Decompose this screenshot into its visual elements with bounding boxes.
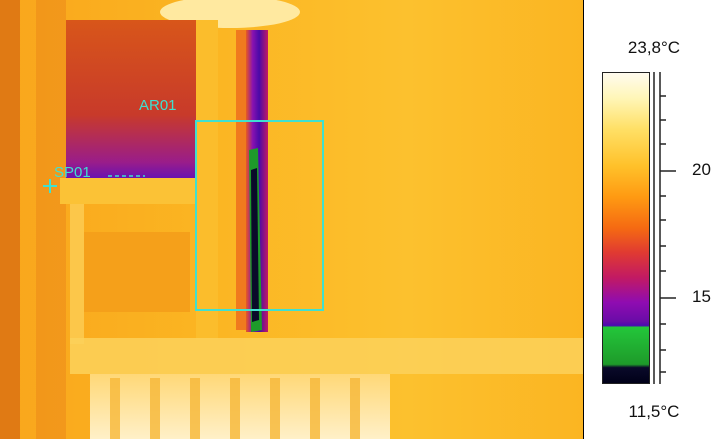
thermal-scene xyxy=(0,0,583,439)
scale-max-label: 23,8°C xyxy=(627,38,681,57)
color-scale-bar xyxy=(602,72,650,384)
area-marker-label: AR01 xyxy=(139,97,177,114)
scale-tick-15: 15 xyxy=(692,287,711,306)
spot-marker-crosshair xyxy=(43,179,57,193)
scale-min-label: 11,5°C xyxy=(628,402,680,421)
scale-tick-20: 20 xyxy=(692,160,711,179)
area-marker-box xyxy=(195,120,324,311)
thermal-image: AR01 SP01 xyxy=(0,0,584,439)
spot-marker-label: SP01 xyxy=(54,164,91,181)
scale-ticks xyxy=(653,72,676,384)
temperature-scale: 23,8°C 20 15 11,5°C xyxy=(584,0,724,439)
